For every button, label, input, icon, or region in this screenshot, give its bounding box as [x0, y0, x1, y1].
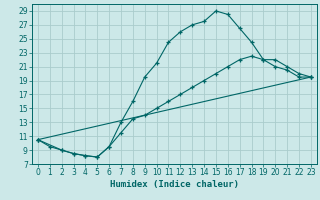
X-axis label: Humidex (Indice chaleur): Humidex (Indice chaleur)	[110, 180, 239, 189]
